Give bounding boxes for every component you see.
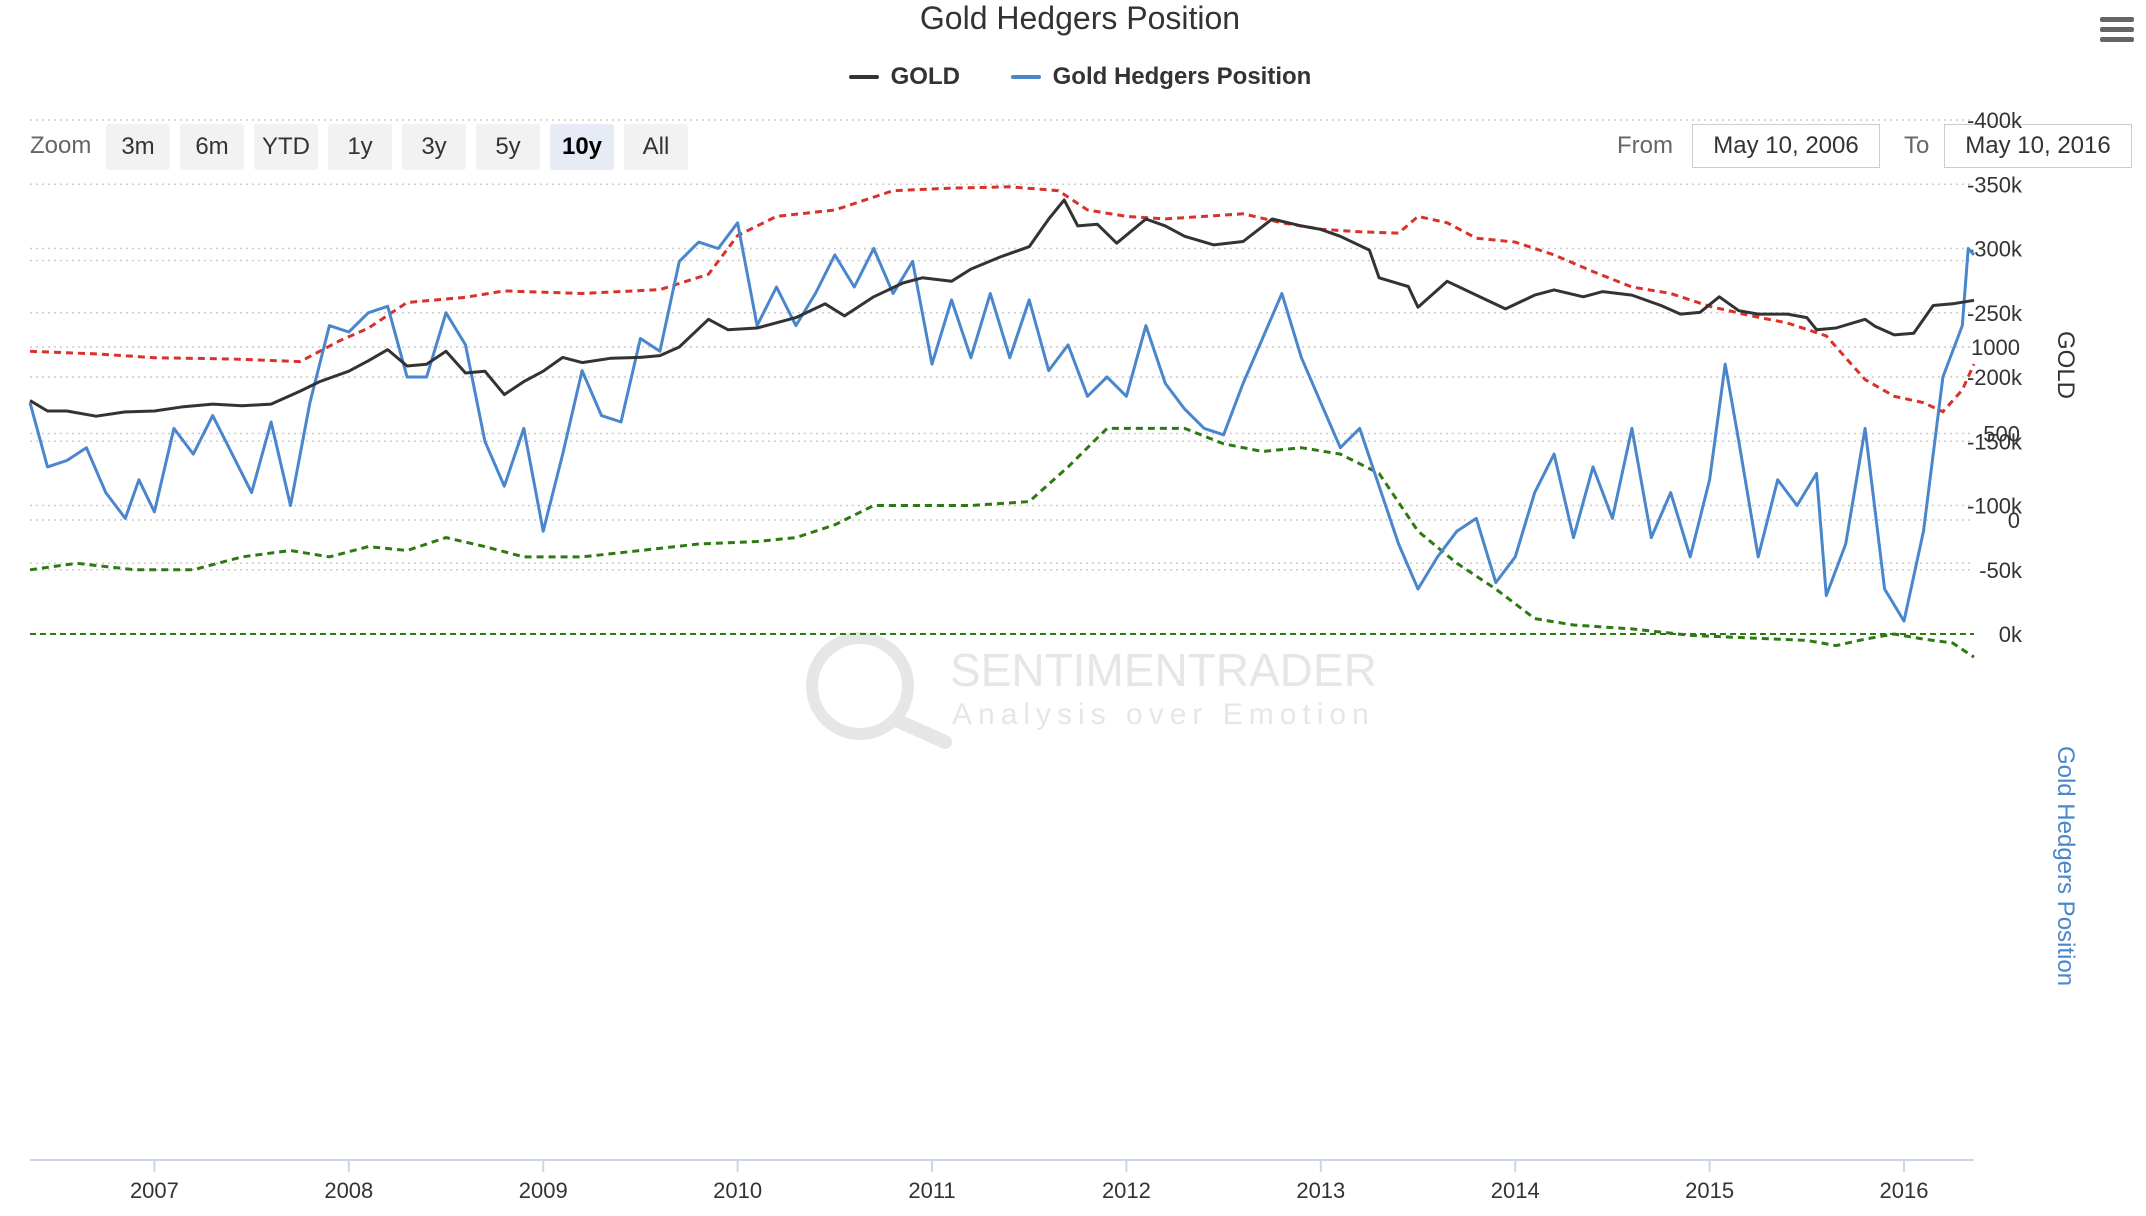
hedgers-y-tick-label: -50k	[1979, 558, 2023, 583]
chart-title: Gold Hedgers Position	[919, 0, 1241, 36]
gold-y-tick-label: 1000	[1971, 335, 2020, 360]
watermark-line2: Analysis over Emotion	[952, 698, 1375, 731]
zoom-3m-button[interactable]: 3m	[106, 124, 170, 170]
zoom-ytd-button[interactable]: YTD	[254, 124, 318, 170]
hedgers-y-tick-label: -350k	[1967, 172, 2023, 197]
hamburger-menu-icon[interactable]	[2096, 12, 2138, 54]
lower-band-line	[29, 185, 1976, 414]
x-tick-label: 2013	[1296, 1178, 1345, 1203]
hedgers-y-tick-label: -100k	[1967, 494, 2023, 519]
watermark: SENTIMENTRADER Analysis over Emotion	[806, 632, 1377, 749]
x-tick-label: 2007	[130, 1178, 179, 1203]
legend-item-gold[interactable]: GOLD	[848, 63, 960, 91]
hedgers-y-tick-label: -150k	[1967, 429, 2023, 454]
zoom-5y-button[interactable]: 5y	[476, 124, 540, 170]
x-tick-label: 2016	[1880, 1178, 1929, 1203]
range-to-label: To	[1904, 132, 1930, 159]
zoom-all-button[interactable]: All	[624, 124, 688, 170]
zoom-1y-button[interactable]: 1y	[328, 124, 392, 170]
hedgers-series-line	[28, 221, 1976, 623]
x-tick-label: 2010	[713, 1178, 762, 1203]
watermark-logo-icon	[806, 632, 914, 740]
legend-item-hedgers[interactable]: Gold Hedgers Position	[1010, 63, 1312, 91]
hedgers-y-tick-label: -300k	[1967, 237, 2023, 262]
legend-swatch-hedgers	[1010, 75, 1041, 79]
hedgers-y-tick-label: -250k	[1967, 301, 2023, 326]
gold-series-line	[29, 198, 1975, 418]
x-tick-label: 2008	[324, 1178, 373, 1203]
legend: GOLD Gold Hedgers Position	[0, 58, 2146, 91]
watermark-line1: SENTIMENTRADER	[950, 644, 1377, 696]
x-tick-label: 2009	[519, 1178, 568, 1203]
hedgers-y-tick-label: -400k	[1967, 108, 2023, 133]
legend-label-gold: GOLD	[890, 63, 960, 90]
zoom-6m-button[interactable]: 6m	[180, 124, 244, 170]
range-from-input[interactable]	[1692, 124, 1880, 168]
x-tick-label: 2015	[1685, 1178, 1734, 1203]
range-to-input[interactable]	[1944, 124, 2132, 168]
x-tick-label: 2012	[1102, 1178, 1151, 1203]
legend-swatch-gold	[848, 75, 879, 79]
gold-axis-title: GOLD	[2052, 331, 2079, 399]
grid	[30, 119, 1974, 1161]
x-tick-label: 2011	[908, 1178, 955, 1203]
zoom-10y-button[interactable]: 10y	[550, 124, 614, 170]
legend-label-hedgers: Gold Hedgers Position	[1052, 63, 1312, 90]
x-tick-label: 2014	[1491, 1178, 1540, 1203]
zoom-label: Zoom	[30, 132, 92, 159]
series-lines	[28, 185, 1976, 659]
zoom-3y-button[interactable]: 3y	[402, 124, 466, 170]
hedgers-y-tick-label: 0k	[1999, 622, 2023, 647]
range-from-label: From	[1617, 132, 1673, 159]
hedgers-axis-title: Gold Hedgers Position	[2052, 746, 2079, 986]
axis-ticks: 2007 2008 2009 2010 2011 2012 2013 2014 2015 2016…	[130, 108, 2023, 1203]
gold-y-tick-label: 0	[2008, 508, 2020, 533]
upper-band-line	[29, 426, 1975, 659]
hedgers-y-tick-label: -200k	[1967, 365, 2023, 390]
gold-y-tick-label: 500	[1983, 422, 2020, 447]
